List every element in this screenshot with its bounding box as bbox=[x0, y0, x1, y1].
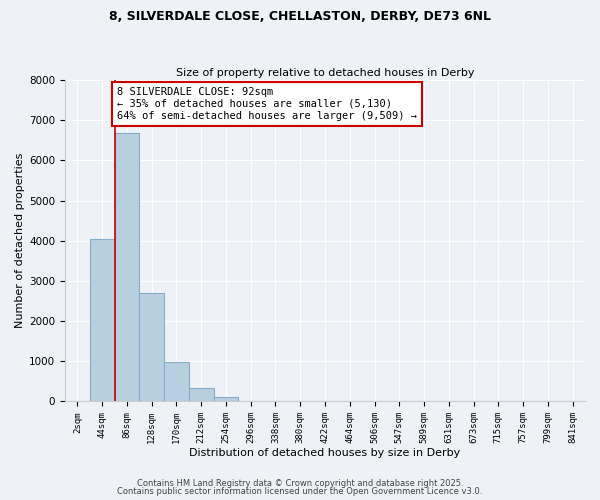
X-axis label: Distribution of detached houses by size in Derby: Distribution of detached houses by size … bbox=[190, 448, 461, 458]
Bar bbox=[139, 293, 164, 402]
Title: Size of property relative to detached houses in Derby: Size of property relative to detached ho… bbox=[176, 68, 474, 78]
Bar bbox=[115, 133, 139, 402]
Text: Contains public sector information licensed under the Open Government Licence v3: Contains public sector information licen… bbox=[118, 487, 482, 496]
Text: Contains HM Land Registry data © Crown copyright and database right 2025.: Contains HM Land Registry data © Crown c… bbox=[137, 478, 463, 488]
Bar bbox=[164, 362, 189, 402]
Y-axis label: Number of detached properties: Number of detached properties bbox=[15, 153, 25, 328]
Bar bbox=[189, 388, 214, 402]
Bar bbox=[90, 239, 115, 402]
Text: 8, SILVERDALE CLOSE, CHELLASTON, DERBY, DE73 6NL: 8, SILVERDALE CLOSE, CHELLASTON, DERBY, … bbox=[109, 10, 491, 23]
Bar bbox=[214, 397, 238, 402]
Text: 8 SILVERDALE CLOSE: 92sqm
← 35% of detached houses are smaller (5,130)
64% of se: 8 SILVERDALE CLOSE: 92sqm ← 35% of detac… bbox=[117, 88, 417, 120]
